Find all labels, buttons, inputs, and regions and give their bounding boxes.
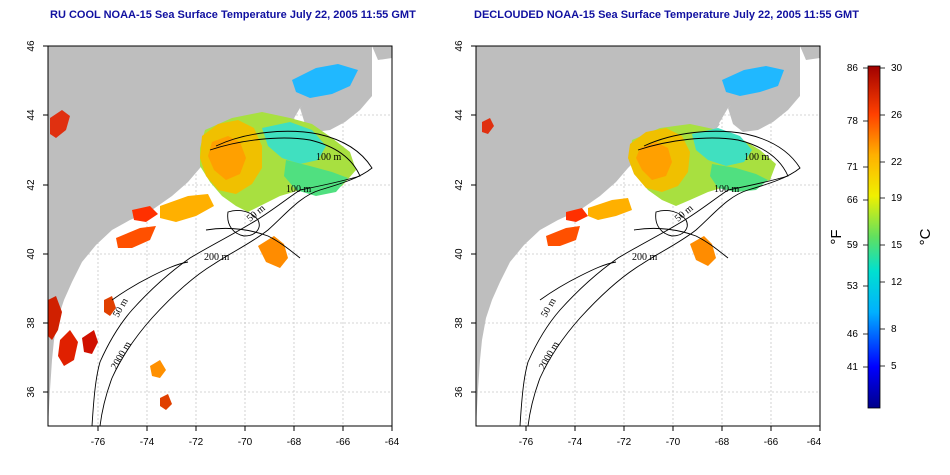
right-x-tick-label: -70 [666, 437, 681, 448]
contour-label-100m-lower: 100 m [286, 184, 312, 195]
right-x-tick-label: -76 [519, 437, 534, 448]
right-x-tick-labels: -76 -74 -72 -70 -68 -66 -64 [519, 437, 822, 448]
right-y-tick-label: 42 [454, 179, 465, 191]
celsius-tick-label: 5 [891, 361, 897, 372]
celsius-tick-label: 22 [891, 157, 903, 168]
contour-label-100m-upper: 100 m [744, 152, 770, 163]
right-x-axis [525, 426, 821, 431]
left-depth-contours [91, 130, 373, 427]
fahrenheit-tick-label: 66 [847, 195, 859, 206]
right-x-tick-label: -64 [807, 437, 822, 448]
left-x-tick-label: -74 [140, 437, 155, 448]
temperature-colorbar: 86 78 71 66 59 53 46 41 30 26 22 19 15 1… [828, 63, 934, 409]
left-y-tick-label: 46 [26, 40, 37, 52]
left-x-tick-label: -70 [238, 437, 253, 448]
right-x-tick-label: -74 [568, 437, 583, 448]
colorbar-fahrenheit-ticks [863, 67, 868, 368]
right-x-tick-label: -72 [617, 437, 632, 448]
left-y-tick-labels: 46 44 42 40 38 36 [26, 40, 37, 398]
contour-label-100m-upper: 100 m [316, 152, 342, 163]
celsius-tick-label: 15 [891, 240, 903, 251]
right-x-tick-label: -66 [764, 437, 779, 448]
right-map-panel: 100 m 100 m 50 m 200 m 50 m 2000 m -76 -… [454, 40, 822, 448]
left-y-tick-label: 42 [26, 179, 37, 191]
left-map-panel: 100 m 100 m 50 m 200 m 50 m 2000 m -76 -… [26, 40, 400, 448]
colorbar-gradient [867, 65, 881, 409]
celsius-tick-label: 19 [891, 193, 903, 204]
left-map-title: RU COOL NOAA-15 Sea Surface Temperature … [50, 9, 416, 21]
right-y-axis [471, 45, 476, 393]
celsius-tick-label: 8 [891, 324, 897, 335]
right-y-tick-labels: 46 44 42 40 38 36 [454, 40, 465, 398]
right-map-frame [475, 45, 821, 427]
right-y-tick-label: 36 [454, 386, 465, 398]
colorbar-celsius-labels: 30 26 22 19 15 12 8 5 [891, 63, 903, 372]
colorbar-fahrenheit-labels: 86 78 71 66 59 53 46 41 [847, 63, 859, 373]
left-y-tick-label: 38 [26, 317, 37, 329]
left-x-tick-label: -66 [336, 437, 351, 448]
right-sst-patches [482, 66, 784, 266]
fahrenheit-unit-label: °F [828, 229, 845, 244]
left-map-frame [47, 45, 393, 427]
fahrenheit-tick-label: 78 [847, 116, 859, 127]
right-y-tick-label: 40 [454, 248, 465, 260]
contour-label-200m: 200 m [632, 252, 658, 263]
fahrenheit-tick-label: 86 [847, 63, 859, 74]
left-x-tick-label: -76 [91, 437, 106, 448]
contour-label-200m: 200 m [204, 252, 230, 263]
celsius-tick-label: 26 [891, 110, 903, 121]
left-y-tick-label: 36 [26, 386, 37, 398]
celsius-tick-label: 30 [891, 63, 903, 74]
left-y-tick-label: 44 [26, 109, 37, 121]
right-map-title: DECLOUDED NOAA-15 Sea Surface Temperatur… [474, 9, 859, 21]
left-y-tick-label: 40 [26, 248, 37, 260]
left-x-tick-labels: -76 -74 -72 -70 -68 -66 -64 [91, 437, 400, 448]
right-y-tick-label: 44 [454, 109, 465, 121]
left-x-tick-label: -72 [189, 437, 204, 448]
fahrenheit-tick-label: 59 [847, 240, 859, 251]
right-x-tick-label: -68 [715, 437, 730, 448]
celsius-tick-label: 12 [891, 277, 903, 288]
fahrenheit-tick-label: 41 [847, 362, 859, 373]
left-x-tick-label: -64 [385, 437, 400, 448]
fahrenheit-tick-label: 53 [847, 281, 859, 292]
contour-label-100m-lower: 100 m [714, 184, 740, 195]
fahrenheit-tick-label: 46 [847, 329, 859, 340]
right-y-tick-label: 38 [454, 317, 465, 329]
left-y-axis [43, 45, 48, 393]
left-x-tick-label: -68 [287, 437, 302, 448]
celsius-unit-label: °C [917, 228, 934, 245]
right-depth-contours [519, 130, 801, 427]
fahrenheit-tick-label: 71 [847, 162, 859, 173]
right-y-tick-label: 46 [454, 40, 465, 52]
left-x-axis [97, 426, 393, 431]
colorbar-celsius-ticks [880, 67, 885, 367]
